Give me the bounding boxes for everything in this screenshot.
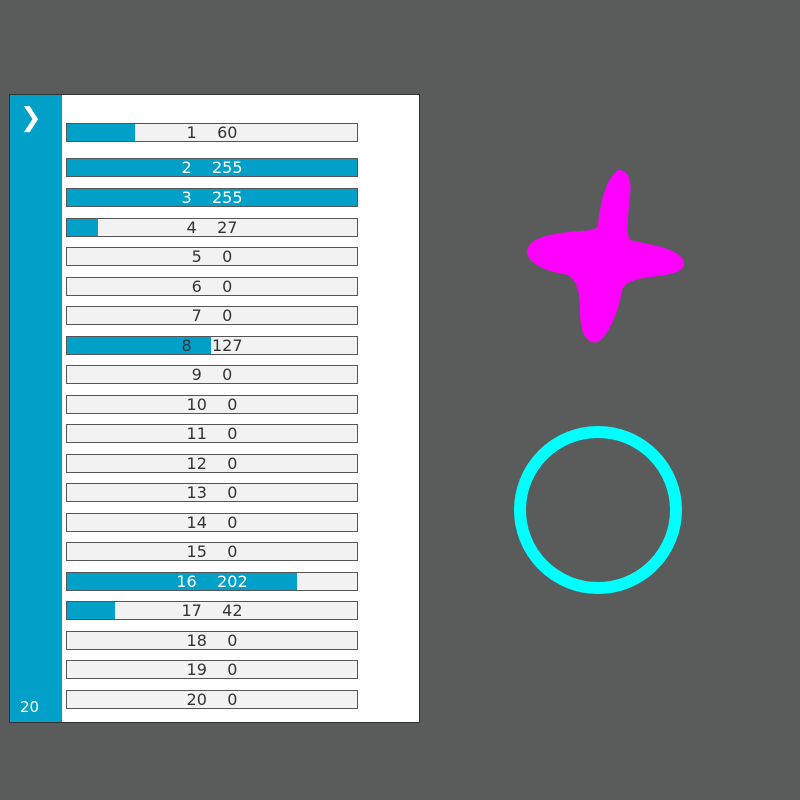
- channel-fill: [67, 602, 115, 619]
- channel-slider-3[interactable]: 3 255: [66, 188, 358, 207]
- channel-label: 14 0: [67, 514, 357, 531]
- channel-value: 255: [211, 188, 243, 207]
- channel-fill: [67, 336, 212, 354]
- channel-index: 9: [191, 365, 202, 384]
- channel-slider-17[interactable]: 17 42: [66, 601, 358, 620]
- channel-slider-6[interactable]: 6 0: [66, 276, 358, 296]
- channel-value: 42: [222, 601, 243, 620]
- channel-label: 1 60: [67, 124, 357, 141]
- channel-index: 20: [186, 689, 207, 709]
- channel-label: 20 0: [67, 691, 357, 708]
- chevron-right-icon[interactable]: ❯: [20, 103, 42, 133]
- channel-label: 3 255: [67, 189, 357, 206]
- channel-label: 7 0: [67, 307, 357, 324]
- channel-label: 5 0: [67, 248, 357, 265]
- channel-index: 14: [186, 512, 207, 532]
- channel-value: 0: [227, 483, 238, 502]
- channel-index: 15: [186, 542, 207, 561]
- channel-index: 3: [181, 188, 192, 207]
- channel-count: 20: [20, 698, 40, 716]
- channel-value: 0: [227, 660, 238, 679]
- channel-slider-11[interactable]: 11 0: [66, 424, 358, 443]
- channel-slider-19[interactable]: 19 0: [66, 660, 358, 679]
- channel-slider-5[interactable]: 5 0: [66, 247, 358, 266]
- channel-value: 0: [227, 542, 238, 561]
- channel-index: 8: [181, 335, 192, 355]
- channel-index: 11: [186, 424, 207, 443]
- channel-slider-2[interactable]: 2 255: [66, 158, 358, 177]
- channel-value: 0: [222, 306, 233, 325]
- channel-label: 6 0: [67, 278, 357, 295]
- channel-value: 0: [222, 365, 233, 384]
- channel-slider-7[interactable]: 7 0: [66, 306, 358, 325]
- channel-label: 11 0: [67, 425, 357, 442]
- channel-label: 12 0: [67, 455, 357, 472]
- channel-value: 0: [227, 394, 238, 414]
- magenta-star-shape: [527, 170, 685, 343]
- channel-value: 0: [227, 424, 238, 443]
- channel-label: 19 0: [67, 661, 357, 678]
- channel-label: 15 0: [67, 543, 357, 560]
- channel-index: 18: [186, 630, 207, 650]
- channel-value: 202: [217, 571, 248, 591]
- channel-fill: [67, 218, 98, 236]
- channel-label: 18 0: [67, 632, 357, 649]
- sidebar: ❯ 20: [10, 95, 62, 722]
- channel-value: 27: [217, 217, 238, 237]
- channel-index: 1: [186, 123, 197, 142]
- channel-index: 17: [181, 601, 202, 620]
- channel-label: 8 127: [67, 337, 357, 354]
- channel-value: 0: [227, 512, 238, 532]
- channel-fill: [67, 124, 136, 141]
- channel-value: 127: [211, 335, 243, 355]
- channel-label: 17 42: [67, 602, 357, 619]
- channel-index: 4: [186, 217, 197, 237]
- channel-slider-1[interactable]: 1 60: [66, 123, 358, 142]
- channel-index: 19: [186, 660, 207, 679]
- channel-index: 7: [191, 306, 202, 325]
- channel-index: 16: [176, 571, 197, 591]
- channel-value: 0: [222, 276, 233, 296]
- channel-value: 0: [227, 630, 238, 650]
- channel-label: 2 255: [67, 159, 357, 176]
- channel-value: 0: [222, 247, 233, 266]
- channel-fill: [67, 159, 357, 176]
- channel-fill: [67, 189, 357, 206]
- channel-slider-15[interactable]: 15 0: [66, 542, 358, 561]
- channel-label: 16 202: [67, 573, 357, 590]
- channel-slider-16[interactable]: 16 202: [66, 571, 358, 591]
- channel-slider-12[interactable]: 12 0: [66, 453, 358, 473]
- channel-index: 13: [186, 483, 207, 502]
- channel-slider-13[interactable]: 13 0: [66, 483, 358, 502]
- channel-slider-8[interactable]: 8 127: [66, 335, 358, 355]
- channel-value: 0: [227, 689, 238, 709]
- cyan-ring-shape: [514, 426, 682, 594]
- channel-value: 60: [217, 123, 238, 142]
- channel-slider-20[interactable]: 20 0: [66, 689, 358, 709]
- channel-slider-18[interactable]: 18 0: [66, 630, 358, 650]
- channel-index: 6: [191, 276, 202, 296]
- channel-label: 9 0: [67, 366, 357, 383]
- channel-value: 255: [211, 158, 243, 177]
- channel-slider-10[interactable]: 10 0: [66, 394, 358, 414]
- channel-index: 5: [191, 247, 202, 266]
- channel-slider-14[interactable]: 14 0: [66, 512, 358, 532]
- channel-slider-4[interactable]: 4 27: [66, 217, 358, 237]
- channel-label: 13 0: [67, 484, 357, 501]
- channel-slider-9[interactable]: 9 0: [66, 365, 358, 384]
- channel-index: 12: [186, 453, 207, 473]
- channel-index: 10: [186, 394, 207, 414]
- channel-index: 2: [181, 158, 192, 177]
- channel-value: 0: [227, 453, 238, 473]
- channel-label: 10 0: [67, 396, 357, 413]
- channel-fill: [67, 572, 297, 590]
- channel-label: 4 27: [67, 219, 357, 236]
